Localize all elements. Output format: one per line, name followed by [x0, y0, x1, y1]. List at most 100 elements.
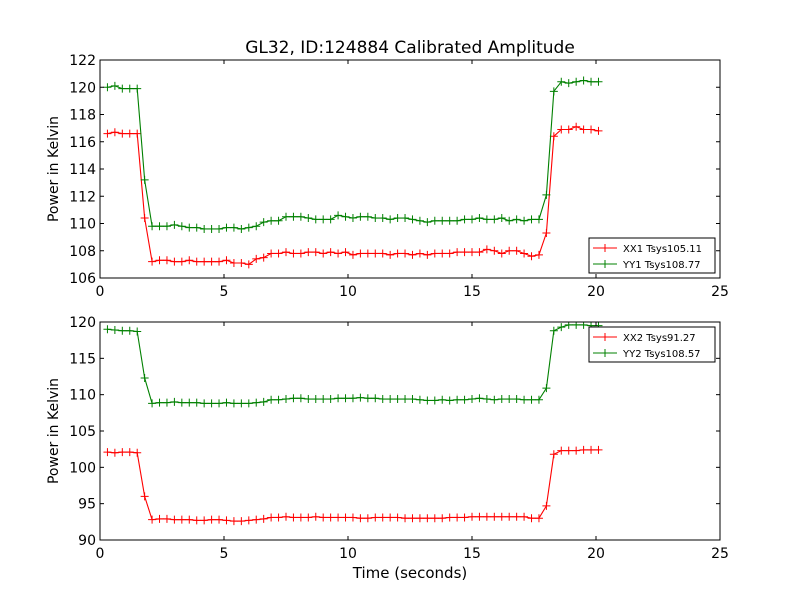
y-axis-label: Power in Kelvin: [46, 116, 62, 222]
data-point: [118, 84, 127, 93]
data-point: [215, 399, 224, 408]
x-tick-label: 10: [339, 546, 357, 562]
data-point: [460, 248, 469, 257]
data-point: [378, 214, 387, 223]
data-point: [274, 249, 283, 258]
data-point: [296, 394, 305, 403]
data-point: [148, 222, 157, 231]
data-point: [125, 326, 134, 335]
x-tick-label: 25: [711, 284, 729, 300]
data-point: [341, 248, 350, 257]
data-point: [549, 87, 558, 96]
data-point: [423, 396, 432, 405]
data-point: [110, 448, 119, 457]
data-point: [445, 396, 454, 405]
data-point: [319, 513, 328, 522]
data-point: [252, 222, 261, 231]
data-point: [587, 445, 596, 454]
data-point: [177, 257, 186, 266]
data-point: [140, 175, 149, 184]
data-point: [252, 515, 261, 524]
data-point: [274, 395, 283, 404]
data-point: [564, 125, 573, 134]
data-point: [177, 222, 186, 231]
data-point: [229, 223, 238, 232]
y-tick-label: 116: [69, 135, 96, 151]
data-point: [468, 395, 476, 404]
data-point: [192, 398, 201, 407]
data-point: [334, 513, 343, 522]
data-point: [155, 514, 164, 523]
data-point: [587, 77, 596, 86]
data-point: [125, 129, 134, 138]
data-point: [482, 512, 491, 521]
data-point: [207, 257, 216, 266]
data-point: [378, 513, 387, 522]
data-point: [408, 514, 417, 523]
data-point: [304, 395, 313, 404]
data-point: [207, 224, 216, 233]
data-point: [282, 248, 290, 257]
y-tick-label: 106: [69, 271, 96, 287]
data-point: [170, 515, 179, 524]
data-point: [490, 215, 499, 224]
data-point: [438, 395, 447, 404]
data-point: [557, 446, 566, 455]
data-point: [534, 250, 543, 259]
data-point: [371, 214, 380, 223]
data-point: [289, 249, 298, 258]
data-point: [148, 399, 157, 408]
series-group: [103, 322, 603, 526]
legend-frame: [588, 326, 716, 363]
data-point: [267, 395, 276, 404]
data-point: [564, 446, 573, 455]
data-point: [170, 257, 179, 266]
x-tick-label: 20: [587, 546, 605, 562]
data-point: [244, 516, 253, 525]
data-point: [497, 512, 506, 521]
data-point: [259, 397, 268, 406]
data-point: [103, 325, 112, 334]
data-point: [229, 399, 238, 408]
data-point: [497, 395, 506, 404]
data-point: [520, 512, 529, 521]
data-point: [460, 215, 469, 224]
data-point: [252, 398, 261, 407]
data-point: [118, 129, 127, 138]
x-tick-label: 15: [463, 284, 481, 300]
data-point: [423, 250, 432, 259]
data-point: [594, 126, 603, 135]
x-tick-label: 10: [339, 284, 357, 300]
data-point: [155, 398, 164, 407]
data-point: [162, 256, 171, 265]
data-point: [512, 512, 521, 521]
data-point: [549, 132, 558, 141]
data-point: [520, 216, 529, 225]
data-point: [415, 216, 424, 225]
data-point: [438, 249, 447, 258]
data-point: [177, 398, 186, 407]
data-point: [430, 216, 439, 225]
data-point: [505, 246, 514, 255]
data-point: [304, 214, 313, 223]
data-point: [118, 326, 127, 335]
data-point: [527, 215, 536, 224]
legend-entry: YY2 Tsys108.57: [622, 349, 701, 360]
data-point: [572, 122, 581, 131]
data-point: [222, 398, 231, 407]
x-tick-label: 5: [220, 284, 229, 300]
data-point: [103, 448, 112, 457]
data-point: [311, 215, 320, 224]
data-point: [393, 249, 402, 258]
data-point: [401, 514, 410, 523]
data-point: [423, 218, 432, 227]
data-point: [282, 395, 290, 404]
data-point: [594, 77, 603, 86]
data-point: [475, 214, 484, 223]
data-point: [430, 514, 439, 523]
data-point: [542, 229, 551, 238]
data-point: [475, 394, 484, 403]
data-point: [133, 84, 142, 93]
data-point: [215, 257, 224, 266]
data-point: [118, 448, 127, 457]
